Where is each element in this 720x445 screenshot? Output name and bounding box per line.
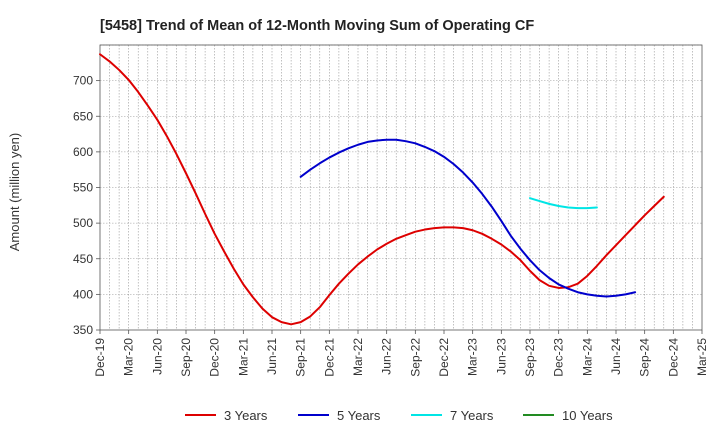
y-tick-label: 400 [73,287,93,301]
x-tick-label: Mar-21 [236,338,250,376]
series-lines [99,53,665,326]
legend-label: 10 Years [562,408,613,423]
y-tick-label: 450 [73,252,93,266]
grid [100,44,702,330]
series-line-5-years [299,138,637,298]
legend-label: 5 Years [337,408,381,423]
x-tick-label: Dec-22 [437,338,451,377]
y-tick-label: 650 [73,109,93,123]
x-tick-label: Sep-22 [408,338,422,377]
x-tick-label: Sep-23 [523,338,537,377]
chart-title: [5458] Trend of Mean of 12-Month Moving … [100,18,534,34]
legend-label: 7 Years [450,408,494,423]
x-tick-label: Sep-21 [294,338,308,377]
x-tick-label: Mar-20 [122,338,136,376]
x-tick-label: Jun-24 [609,338,623,375]
series-line-3-years [99,53,665,326]
x-tick-label: Dec-19 [93,338,107,377]
legend-label: 3 Years [224,408,268,423]
x-tick-label: Mar-23 [466,338,480,376]
axes: 350 400 450 500 550 600 650 700 Dec-19 Mar-20 Jun-… [73,44,709,377]
x-tick-label: Dec-24 [666,338,680,377]
y-tick-label: 550 [73,181,93,195]
x-tick-label: Mar-24 [580,338,594,376]
y-tick-label: 600 [73,145,93,159]
y-tick-label: 350 [73,323,93,337]
x-tick-label: Dec-21 [322,338,336,377]
x-tick-label: Sep-20 [179,338,193,377]
y-tick-label: 500 [73,216,93,230]
x-tick-label: Jun-20 [150,338,164,375]
x-tick-label: Jun-23 [494,338,508,375]
y-tick-label: 700 [73,74,93,88]
x-tick-label: Mar-22 [351,338,365,376]
series-line-7-years [529,197,598,210]
y-axis-title: Amount (million yen) [7,133,22,252]
x-tick-label: Dec-20 [208,338,222,377]
x-tick-label: Dec-23 [552,338,566,377]
legend: 3 Years 5 Years 7 Years 10 Years [185,408,613,423]
x-tick-label: Sep-24 [638,338,652,377]
x-tick-label: Mar-25 [695,338,709,376]
x-tick-label: Jun-22 [380,338,394,375]
x-tick-label: Jun-21 [265,338,279,375]
